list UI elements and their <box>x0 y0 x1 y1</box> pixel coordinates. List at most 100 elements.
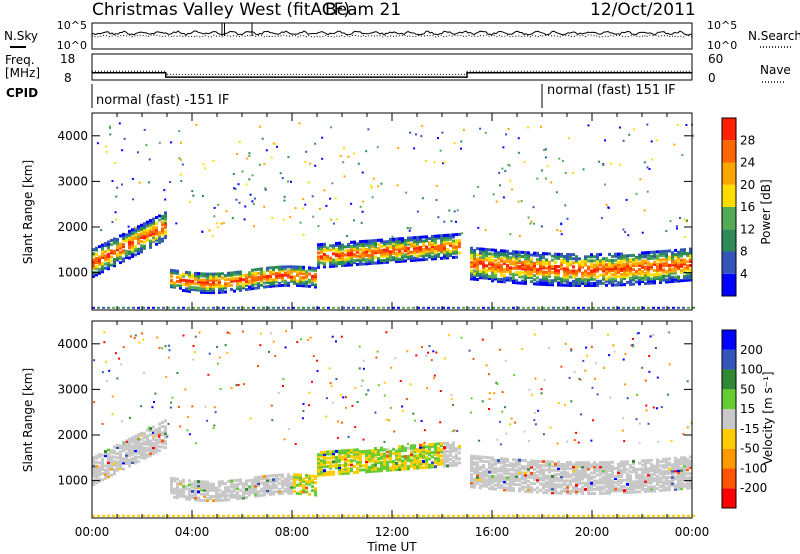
power-cell-86 <box>116 242 119 246</box>
velocity-cell-1591 <box>605 485 608 489</box>
power-cell-504 <box>272 284 275 288</box>
power-cell-289 <box>185 279 188 283</box>
velocity-cell-1146 <box>491 470 494 474</box>
power-cell-590 <box>305 282 308 286</box>
velocity-cell-1071 <box>473 481 476 485</box>
power-cell-1995 <box>305 150 308 153</box>
velocity-cell-572 <box>293 483 296 487</box>
power-cell-640 <box>323 255 326 259</box>
velocity-cell-265 <box>164 427 167 431</box>
power-cell-2075 <box>639 178 642 181</box>
power-cell-2243 <box>517 200 520 203</box>
velocity-cell-739 <box>353 450 356 454</box>
velocity-cell-217 <box>152 452 155 456</box>
power-cell-1349 <box>536 270 539 274</box>
velocity-cell-2179 <box>271 419 274 422</box>
power-cell-754 <box>362 256 365 260</box>
velocity-cell-2003 <box>496 438 499 441</box>
power-cell-153 <box>137 247 140 251</box>
power-cell-864 <box>395 251 398 255</box>
power-cell-1202 <box>500 271 503 275</box>
power-cell-910 <box>407 238 410 242</box>
power-cell-881 <box>398 237 401 241</box>
velocity-cell-708 <box>344 463 347 467</box>
power-cell-1104 <box>476 267 479 271</box>
velocity-cell-2357 <box>572 514 575 517</box>
velocity-cell-169 <box>137 441 140 445</box>
velocity-cell-1116 <box>482 459 485 463</box>
power-cell-1886 <box>671 255 674 259</box>
power-cell-743 <box>359 260 362 264</box>
velocity-cell-1 <box>92 480 95 484</box>
power-cell-1108 <box>476 259 479 263</box>
power-cell-227 <box>158 241 161 245</box>
power-cell-866 <box>395 245 398 249</box>
velocity-cell-1125 <box>485 468 488 472</box>
velocity-cell-1478 <box>575 463 578 467</box>
power-cell-1993 <box>138 236 141 238</box>
power-cell-286 <box>185 287 188 291</box>
power-cell-603 <box>311 281 314 285</box>
velocity-cell-1378 <box>551 479 554 482</box>
velocity-cell-1634 <box>614 485 617 489</box>
velocity-cell-474 <box>254 480 257 484</box>
velocity-cell-215 <box>149 429 152 433</box>
velocity-cell-1978 <box>213 424 216 427</box>
velocity-cell-877 <box>401 465 404 469</box>
power-cell-2139 <box>618 163 621 166</box>
velocity-cell-1802 <box>656 458 659 462</box>
velocity-cell-1705 <box>632 462 635 465</box>
velocity-cell-2258 <box>138 341 141 344</box>
power-cell-2099 <box>502 196 505 199</box>
velocity-cell-1107 <box>482 482 485 486</box>
power-cell-1291 <box>521 261 524 265</box>
power-cell-397 <box>227 282 230 285</box>
power-cell-1919 <box>680 260 683 264</box>
power-cell-7 <box>92 258 95 262</box>
power-cell-2309 <box>327 306 330 309</box>
power-cell-1700 <box>626 266 629 270</box>
power-cell-1401 <box>548 268 551 272</box>
velocity-cell-1790 <box>656 487 659 491</box>
velocity-cell-663 <box>329 466 332 470</box>
power-cell-1005 <box>437 244 440 248</box>
freq-ytick-top: 18 <box>60 52 75 66</box>
velocity-cell-356 <box>206 497 209 500</box>
velocity-cell-863 <box>395 451 398 455</box>
power-cell-1292 <box>521 255 524 258</box>
velocity-cell-964 <box>428 451 431 455</box>
power-cell-1974 <box>561 159 564 162</box>
velocity-cell-1470 <box>575 479 578 483</box>
velocity-cell-1745 <box>644 477 647 481</box>
power-cell-526 <box>278 265 281 269</box>
velocity-cell-2316 <box>367 514 370 517</box>
power-cell-1173 <box>491 252 494 256</box>
power-cell-1659 <box>617 271 620 275</box>
power-cell-2354 <box>552 306 555 309</box>
velocity-cell-623 <box>317 469 320 473</box>
power-cell-1420 <box>554 269 557 273</box>
velocity-cell-1216 <box>509 480 512 484</box>
velocity-cell-1188 <box>503 486 506 490</box>
power-cell-1654 <box>614 254 617 258</box>
velocity-cell-1537 <box>590 475 593 479</box>
power-cell-1275 <box>518 271 521 275</box>
power-cell-1172 <box>491 254 494 258</box>
velocity-cell-1772 <box>650 477 653 481</box>
velocity-cell-102 <box>119 450 122 454</box>
power-cell-211 <box>152 229 155 233</box>
power-cell-403 <box>230 279 233 283</box>
velocity-cell-432 <box>236 482 239 486</box>
power-cell-1642 <box>611 254 614 258</box>
velocity-cell-1839 <box>668 488 671 492</box>
velocity-cell-315 <box>188 483 191 487</box>
velocity-cell-1744 <box>644 479 647 483</box>
power-cell-1799 <box>650 257 653 260</box>
velocity-cell-2103 <box>657 440 660 443</box>
velocity-cell-925 <box>416 458 419 462</box>
nsky-line <box>91 30 693 36</box>
velocity-cell-1136 <box>488 464 491 468</box>
velocity-cell-640 <box>320 455 323 459</box>
velocity-cell-149 <box>134 461 137 465</box>
